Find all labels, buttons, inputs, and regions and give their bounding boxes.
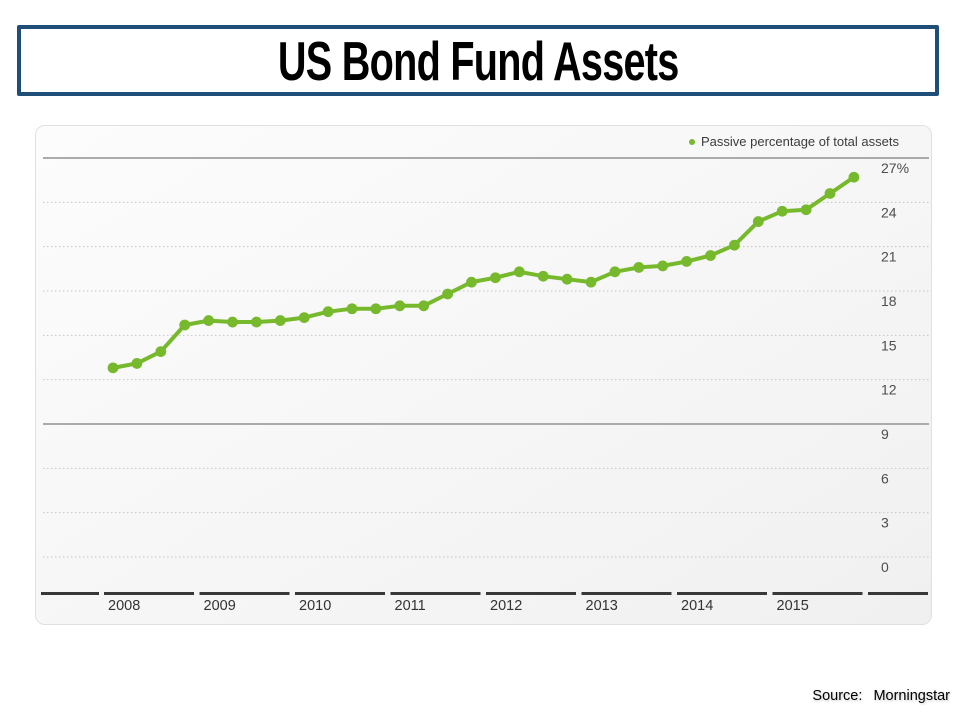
data-point-marker <box>633 261 645 273</box>
data-point-marker <box>657 260 669 272</box>
data-point-marker <box>561 273 573 285</box>
data-point-marker <box>681 256 692 267</box>
data-point-marker <box>155 346 167 357</box>
x-axis-year-label: 2011 <box>395 598 426 614</box>
x-axis-year-label: 2013 <box>586 598 618 614</box>
y-axis-tick-label: 9 <box>881 426 889 442</box>
x-axis-year-label: 2009 <box>204 598 236 614</box>
y-axis-tick-label: 15 <box>881 337 897 353</box>
source-credit: Source: Morningstar <box>812 688 950 704</box>
chart-legend: Passive percentage of total assets <box>688 134 899 149</box>
data-point-marker <box>800 204 812 216</box>
data-point-marker <box>824 188 836 199</box>
y-axis-tick-label: 12 <box>881 382 897 398</box>
y-axis-tick-label: 21 <box>881 249 897 265</box>
data-point-marker <box>394 300 406 312</box>
y-axis-tick-label: 3 <box>881 515 889 531</box>
data-point-marker <box>346 303 358 315</box>
x-axis-segment <box>581 592 672 595</box>
x-axis-segment <box>390 592 481 595</box>
data-point-marker <box>203 315 215 326</box>
x-axis-year-label: 2008 <box>108 598 140 614</box>
data-point-marker <box>370 303 382 315</box>
y-axis-tick-label: 0 <box>881 559 889 575</box>
x-axis-segment <box>41 592 99 595</box>
x-axis-segment <box>199 592 290 595</box>
data-point-marker <box>274 315 286 326</box>
data-point-marker <box>752 216 764 227</box>
data-point-marker <box>179 319 191 331</box>
y-axis-tick-label: 6 <box>881 470 889 486</box>
source-label: Source: <box>812 688 863 704</box>
x-axis-segment <box>486 592 576 595</box>
data-point-marker <box>609 266 621 278</box>
x-axis-year-label: 2015 <box>777 598 809 614</box>
data-point-marker <box>298 312 310 324</box>
x-axis-year-label: 2010 <box>299 598 331 614</box>
data-point-marker <box>490 272 501 284</box>
data-point-marker <box>131 358 143 369</box>
source-value: Morningstar <box>873 688 950 704</box>
data-point-marker <box>251 316 262 328</box>
slide-title: US Bond Fund Assets <box>277 29 679 92</box>
data-point-marker <box>585 276 597 288</box>
title-box: US Bond Fund Assets <box>17 25 939 96</box>
data-point-marker <box>107 362 119 374</box>
x-axis-segment <box>772 592 863 595</box>
data-point-marker <box>776 205 788 217</box>
data-line <box>111 175 856 370</box>
data-point-marker <box>513 266 525 278</box>
line-chart: 27% 24 21 18 15 12 9 6 3 0 2008 2009 2010 2011 2012 201… <box>41 157 929 614</box>
data-point-marker <box>322 306 334 318</box>
data-point-marker <box>705 250 716 261</box>
x-axis-segment <box>295 592 385 595</box>
data-point-marker <box>466 276 477 288</box>
y-axis-tick-label: 27% <box>881 160 909 176</box>
x-axis-year-label: 2012 <box>490 598 522 614</box>
chart-card: 27% 24 21 18 15 12 9 6 3 0 2008 2009 2010 2011 2012 201… <box>35 125 932 625</box>
x-axis-segment <box>868 592 928 595</box>
x-axis-year-label: 2014 <box>681 598 713 614</box>
data-point-marker <box>227 316 238 328</box>
x-axis-segment <box>677 592 767 595</box>
y-axis-tick-label: 24 <box>881 204 897 220</box>
x-axis-segment <box>104 592 194 595</box>
data-point-marker <box>729 239 740 251</box>
data-point-marker <box>848 171 860 183</box>
legend-dot-icon <box>688 138 695 145</box>
y-axis-tick-label: 18 <box>881 293 897 309</box>
data-point-marker <box>442 288 453 300</box>
data-point-marker <box>418 300 430 312</box>
legend-label: Passive percentage of total assets <box>700 134 899 149</box>
data-point-marker <box>537 270 549 282</box>
